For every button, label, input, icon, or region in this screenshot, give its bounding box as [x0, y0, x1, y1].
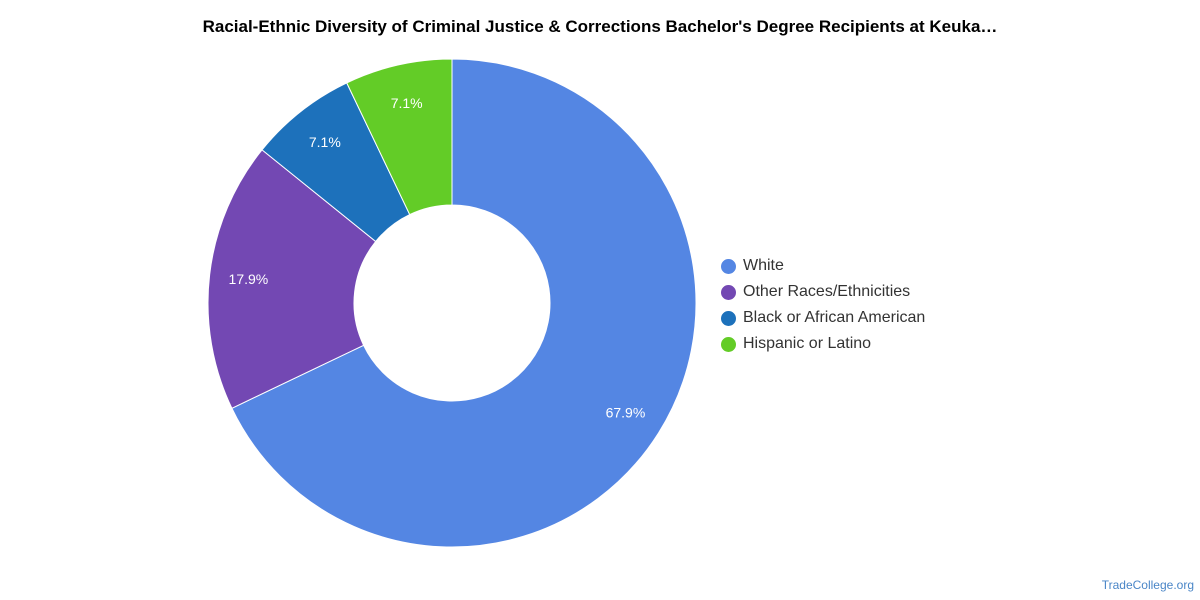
- legend-swatch-other-races: [721, 284, 736, 300]
- legend-item-white[interactable]: White: [721, 253, 925, 279]
- legend-label-white: White: [743, 257, 784, 274]
- slice-label-white: 67.9%: [606, 404, 646, 420]
- slice-other-races[interactable]: [207, 149, 377, 409]
- slice-label-hispanic: 7.1%: [391, 95, 423, 111]
- legend-swatch-white: [721, 258, 736, 274]
- legend-label-hispanic: Hispanic or Latino: [743, 335, 872, 352]
- legend-label-black: Black or African American: [743, 309, 926, 326]
- legend-swatch-hispanic: [721, 336, 736, 352]
- slice-label-other-races: 17.9%: [229, 271, 269, 287]
- source-link[interactable]: TradeCollege.org: [1101, 578, 1194, 592]
- chart-title: Racial-Ethnic Diversity of Criminal Just…: [202, 17, 998, 36]
- legend-swatch-black: [721, 310, 736, 326]
- legend-item-other-races[interactable]: Other Races/Ethnicities: [721, 279, 925, 305]
- chart-legend: White Other Races/Ethnicities Black or A…: [721, 253, 925, 357]
- legend-label-other-races: Other Races/Ethnicities: [743, 283, 911, 300]
- slice-label-black: 7.1%: [309, 134, 341, 150]
- legend-item-hispanic[interactable]: Hispanic or Latino: [721, 331, 925, 357]
- legend-item-black[interactable]: Black or African American: [721, 305, 925, 331]
- slice-hispanic[interactable]: [346, 58, 453, 216]
- slice-white[interactable]: [231, 58, 697, 548]
